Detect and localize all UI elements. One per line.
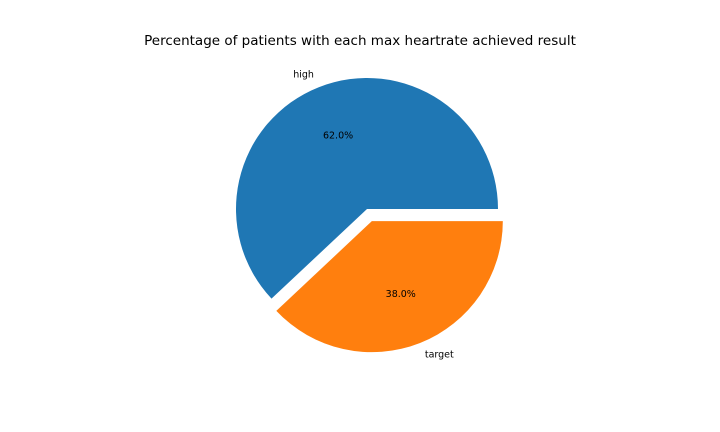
- slice-label-high: high: [293, 70, 314, 81]
- slice-label-target: target: [425, 350, 454, 361]
- chart-title: Percentage of patients with each max hea…: [144, 33, 576, 49]
- slice-percent-target: 38.0%: [386, 289, 416, 300]
- pie-slice-target: [276, 221, 503, 353]
- pie-slice-high: [235, 78, 499, 299]
- slice-percent-high: 62.0%: [323, 130, 353, 141]
